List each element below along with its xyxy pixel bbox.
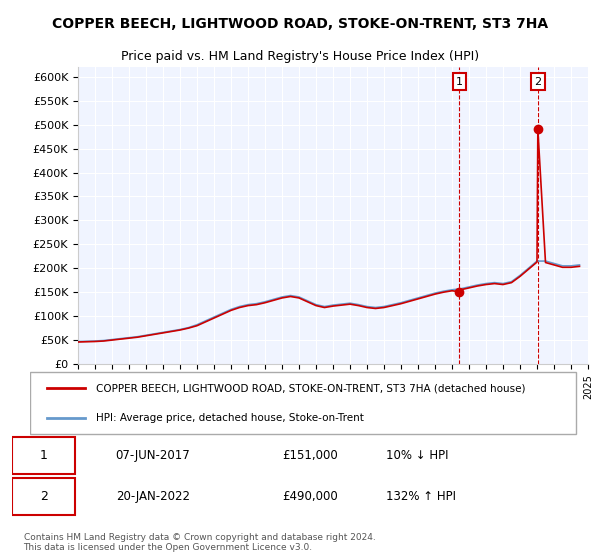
Text: £151,000: £151,000 [283,449,338,462]
Text: 10% ↓ HPI: 10% ↓ HPI [386,449,449,462]
Text: HPI: Average price, detached house, Stoke-on-Trent: HPI: Average price, detached house, Stok… [96,413,364,423]
Text: 2: 2 [534,77,541,87]
Text: £490,000: £490,000 [283,490,338,503]
Text: COPPER BEECH, LIGHTWOOD ROAD, STOKE-ON-TRENT, ST3 7HA (detached house): COPPER BEECH, LIGHTWOOD ROAD, STOKE-ON-T… [96,384,526,394]
FancyBboxPatch shape [30,372,577,434]
Text: 132% ↑ HPI: 132% ↑ HPI [386,490,457,503]
Text: Contains HM Land Registry data © Crown copyright and database right 2024.
This d: Contains HM Land Registry data © Crown c… [23,533,375,552]
FancyBboxPatch shape [12,478,76,515]
Text: COPPER BEECH, LIGHTWOOD ROAD, STOKE-ON-TRENT, ST3 7HA: COPPER BEECH, LIGHTWOOD ROAD, STOKE-ON-T… [52,17,548,31]
FancyBboxPatch shape [12,437,76,474]
Text: Price paid vs. HM Land Registry's House Price Index (HPI): Price paid vs. HM Land Registry's House … [121,50,479,63]
Text: 07-JUN-2017: 07-JUN-2017 [116,449,190,462]
Text: 1: 1 [456,77,463,87]
Text: 2: 2 [40,490,47,503]
Text: 1: 1 [40,449,47,462]
Text: 20-JAN-2022: 20-JAN-2022 [116,490,190,503]
